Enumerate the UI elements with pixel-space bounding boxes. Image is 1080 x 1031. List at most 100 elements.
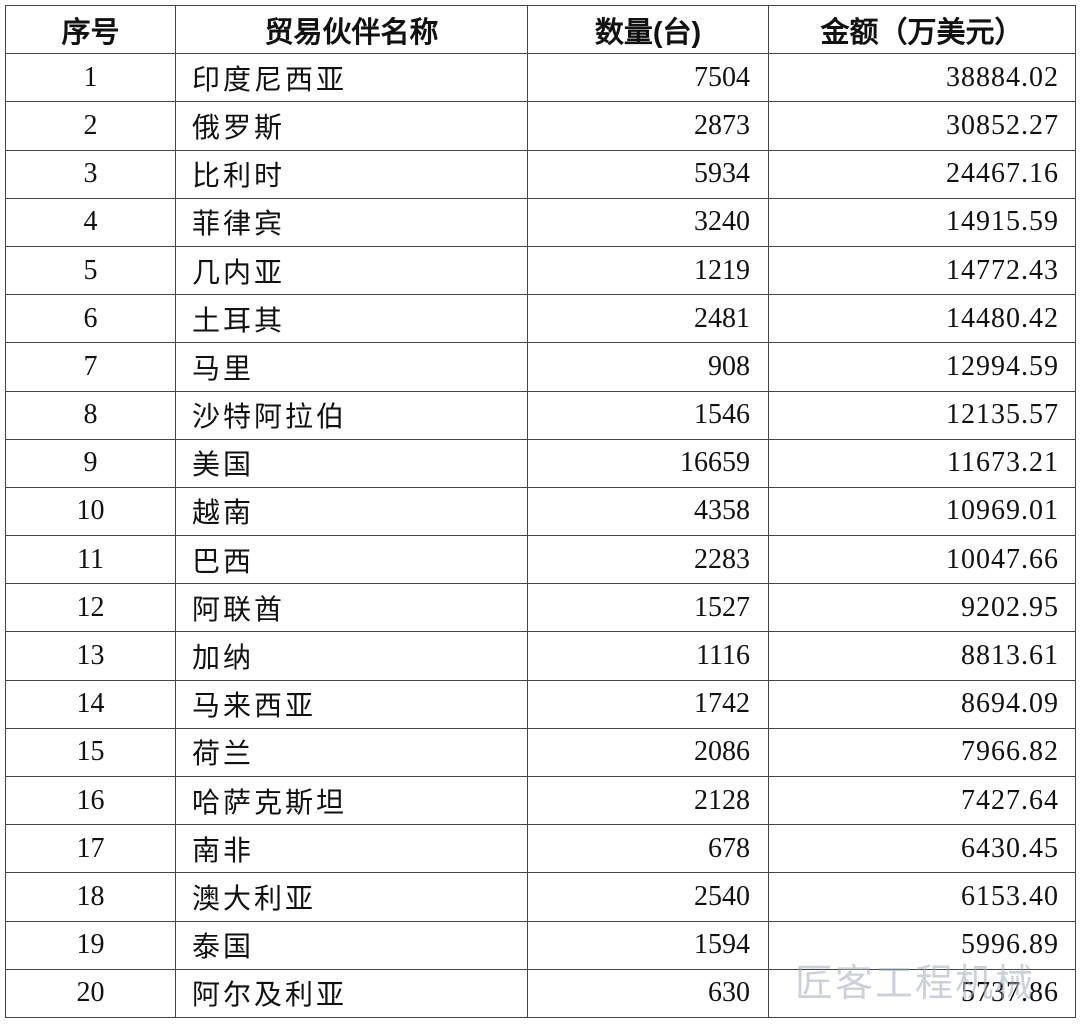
table-cell: 1742 — [527, 679, 769, 729]
table-cell: 加纳 — [175, 631, 528, 681]
table-cell: 10 — [5, 486, 176, 537]
table-cell: 908 — [527, 342, 769, 392]
table-row: 17 南非 678 6430.45 — [5, 824, 1076, 874]
table-cell: 5 — [5, 245, 176, 296]
table-cell: 1546 — [527, 390, 769, 440]
table-cell: 12994.59 — [768, 342, 1076, 392]
table-cell: 1 — [5, 53, 176, 103]
table-cell: 阿尔及利亚 — [175, 968, 528, 1018]
table-row: 15 荷兰 2086 7966.82 — [5, 727, 1076, 778]
table-cell: 6153.40 — [768, 872, 1076, 922]
table-cell: 2873 — [527, 101, 769, 151]
table-cell: 马里 — [175, 342, 528, 392]
table-cell: 土耳其 — [175, 294, 528, 344]
header-cell: 数量(台) — [527, 4, 769, 55]
table-cell: 3 — [5, 149, 176, 199]
table-cell: 9202.95 — [768, 583, 1076, 633]
table-cell: 13 — [5, 631, 176, 681]
table-cell: 7 — [5, 342, 176, 392]
table-cell: 1594 — [527, 920, 769, 970]
table-cell: 15 — [5, 727, 176, 778]
table-cell: 1219 — [527, 245, 769, 296]
table-cell: 2128 — [527, 775, 769, 826]
table-cell: 2481 — [527, 294, 769, 344]
trade-table: 序号 贸易伙伴名称 数量(台) 金额（万美元） 1 印度尼西亚 7504 38884.02 2… — [5, 4, 1076, 1018]
table-cell: 11 — [5, 535, 176, 585]
table-cell: 6430.45 — [768, 824, 1076, 874]
table-cell: 12 — [5, 583, 176, 633]
table-cell: 2086 — [527, 727, 769, 778]
table-cell: 24467.16 — [768, 149, 1076, 199]
table-cell: 几内亚 — [175, 245, 528, 296]
table-row: 1 印度尼西亚 7504 38884.02 — [5, 53, 1076, 103]
table-cell: 4358 — [527, 486, 769, 537]
table-cell: 4 — [5, 197, 176, 247]
table-cell: 18 — [5, 872, 176, 922]
header-cell: 贸易伙伴名称 — [175, 4, 528, 55]
table-cell: 630 — [527, 968, 769, 1018]
watermark: 匠客工程机械 — [795, 961, 1036, 1005]
table-cell: 20 — [5, 968, 176, 1018]
table-cell: 巴西 — [175, 535, 528, 585]
table-row: 10 越南 4358 10969.01 — [5, 486, 1076, 537]
table-cell: 阿联酋 — [175, 583, 528, 633]
table-row: 7 马里 908 12994.59 — [5, 342, 1076, 392]
table-cell: 比利时 — [175, 149, 528, 199]
table-row: 16 哈萨克斯坦 2128 7427.64 — [5, 775, 1076, 826]
table-body: 1 印度尼西亚 7504 38884.02 2 俄罗斯 2873 30852.27 3 比利时 59… — [5, 53, 1076, 1018]
table-row: 8 沙特阿拉伯 1546 12135.57 — [5, 390, 1076, 440]
table-row: 6 土耳其 2481 14480.42 — [5, 294, 1076, 344]
table-cell: 5934 — [527, 149, 769, 199]
table-cell: 3240 — [527, 197, 769, 247]
header-cell: 金额（万美元） — [768, 4, 1076, 55]
table-cell: 澳大利亚 — [175, 872, 528, 922]
table-row: 13 加纳 1116 8813.61 — [5, 631, 1076, 681]
table-cell: 14 — [5, 679, 176, 729]
table-row: 18 澳大利亚 2540 6153.40 — [5, 872, 1076, 922]
table-cell: 8813.61 — [768, 631, 1076, 681]
table-cell: 678 — [527, 824, 769, 874]
table-cell: 马来西亚 — [175, 679, 528, 729]
table-cell: 5737.86 — [768, 968, 1076, 1018]
table-cell: 7966.82 — [768, 727, 1076, 778]
table-cell: 泰国 — [175, 920, 528, 970]
table-row: 12 阿联酋 1527 9202.95 — [5, 583, 1076, 633]
table-cell: 10969.01 — [768, 486, 1076, 537]
table-row: 5 几内亚 1219 14772.43 — [5, 245, 1076, 296]
table-cell: 美国 — [175, 438, 528, 488]
table-cell: 2540 — [527, 872, 769, 922]
table-cell: 9 — [5, 438, 176, 488]
table-row: 2 俄罗斯 2873 30852.27 — [5, 101, 1076, 151]
table-cell: 38884.02 — [768, 53, 1076, 103]
table-cell: 沙特阿拉伯 — [175, 390, 528, 440]
table-cell: 14915.59 — [768, 197, 1076, 247]
table-cell: 6 — [5, 294, 176, 344]
table-cell: 16 — [5, 775, 176, 826]
table-row: 9 美国 16659 11673.21 — [5, 438, 1076, 488]
table-cell: 1527 — [527, 583, 769, 633]
table-cell: 14480.42 — [768, 294, 1076, 344]
table-cell: 越南 — [175, 486, 528, 537]
table-cell: 2283 — [527, 535, 769, 585]
table-cell: 俄罗斯 — [175, 101, 528, 151]
table-cell: 16659 — [527, 438, 769, 488]
header-row: 序号 贸易伙伴名称 数量(台) 金额（万美元） — [5, 4, 1076, 55]
table-cell: 南非 — [175, 824, 528, 874]
table-cell: 8 — [5, 390, 176, 440]
table-cell: 菲律宾 — [175, 197, 528, 247]
table-cell: 印度尼西亚 — [175, 53, 528, 103]
table-cell: 哈萨克斯坦 — [175, 775, 528, 826]
table-cell: 荷兰 — [175, 727, 528, 778]
table-cell: 19 — [5, 920, 176, 970]
table-row: 3 比利时 5934 24467.16 — [5, 149, 1076, 199]
table-cell: 12135.57 — [768, 390, 1076, 440]
table-row: 20 阿尔及利亚 630 5737.86 — [5, 968, 1076, 1018]
table-cell: 14772.43 — [768, 245, 1076, 296]
table-cell: 8694.09 — [768, 679, 1076, 729]
header-cell: 序号 — [5, 4, 176, 55]
table-cell: 11673.21 — [768, 438, 1076, 488]
table-cell: 1116 — [527, 631, 769, 681]
table-cell: 17 — [5, 824, 176, 874]
table-cell: 10047.66 — [768, 535, 1076, 585]
